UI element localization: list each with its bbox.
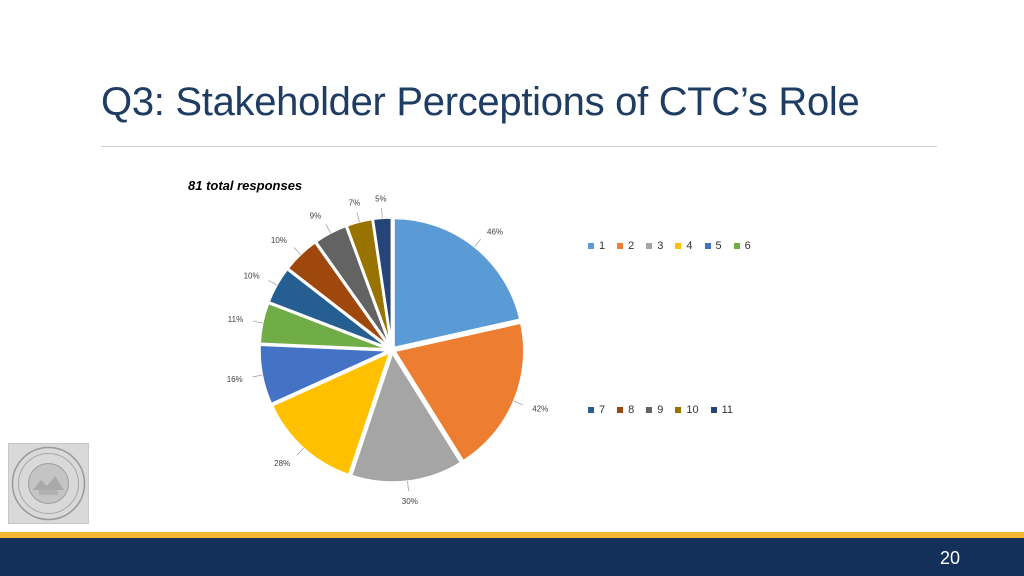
legend-item-1: 1 — [588, 240, 605, 252]
legend-item-10: 10 — [675, 404, 699, 416]
accent-band — [0, 532, 1024, 538]
leader-line-5 — [252, 374, 263, 378]
legend-item-11: 11 — [710, 404, 734, 416]
legend-label-7: 7 — [599, 404, 606, 416]
legend-label-3: 3 — [657, 240, 664, 252]
leader-line-11 — [381, 208, 383, 219]
data-label-5: 16% — [227, 375, 243, 384]
leader-line-1 — [474, 238, 482, 248]
legend-swatch-11 — [710, 407, 717, 413]
legend-label-4: 4 — [686, 240, 693, 252]
legend-swatch-9 — [646, 407, 653, 413]
leader-line-9 — [325, 224, 331, 234]
legend-swatch-1 — [588, 243, 594, 249]
leader-line-8 — [293, 247, 302, 255]
legend-swatch-10 — [675, 407, 682, 413]
data-label-3: 30% — [402, 497, 418, 506]
legend-item-3: 3 — [646, 240, 663, 252]
leader-line-10 — [356, 212, 360, 223]
pie-chart: 46% 42% 30% 28% 16% 11% 10% 10% 9% 7% 5% — [227, 194, 548, 506]
title-divider — [101, 146, 937, 147]
leader-line-7 — [268, 279, 278, 286]
legend-swatch-2 — [617, 243, 624, 249]
legend-label-5: 5 — [715, 240, 722, 252]
data-label-2: 42% — [532, 405, 548, 414]
legend-item-7: 7 — [588, 404, 605, 416]
legend-swatch-3 — [646, 243, 653, 249]
legend-swatch-4 — [675, 243, 682, 249]
legend-swatch-5 — [704, 243, 711, 249]
data-label-4: 28% — [274, 459, 290, 468]
legend-swatch-8 — [617, 407, 624, 413]
legend-item-8: 8 — [617, 404, 634, 416]
legend-label-9: 9 — [657, 404, 664, 416]
legend-label-6: 6 — [744, 240, 751, 252]
leader-line-4 — [296, 447, 304, 456]
leader-line-6 — [252, 320, 263, 324]
legend-swatch-7 — [588, 407, 594, 413]
data-label-6: 11% — [228, 315, 243, 324]
commission-seal — [8, 443, 89, 524]
legend-label-10: 10 — [686, 404, 699, 416]
data-label-1: 46% — [487, 227, 503, 236]
legend-label-11: 11 — [721, 404, 734, 416]
legend-item-4: 4 — [675, 240, 693, 252]
slide-title: Q3: Stakeholder Perceptions of CTC’s Rol… — [101, 80, 860, 124]
leader-line-3 — [407, 481, 410, 492]
legend-row-bottom: 7 8 9 10 11 — [588, 404, 745, 416]
page-number: 20 — [939, 548, 960, 568]
legend-label-1: 1 — [599, 240, 606, 252]
legend-swatch-6 — [733, 243, 740, 249]
legend-item-5: 5 — [704, 240, 722, 252]
legend-label-8: 8 — [628, 404, 635, 416]
data-label-10: 7% — [349, 199, 361, 208]
legend-row-top: 1 2 3 4 5 6 — [588, 240, 763, 252]
chart-title: 81 total responses — [188, 178, 303, 193]
data-label-7: 10% — [244, 271, 260, 280]
data-label-8: 10% — [271, 236, 287, 245]
footer-bar: 20 — [0, 538, 1024, 576]
data-label-9: 9% — [310, 211, 322, 220]
legend-item-2: 2 — [617, 240, 634, 252]
data-label-11: 5% — [375, 194, 387, 203]
legend-item-6: 6 — [733, 240, 751, 252]
legend-label-2: 2 — [628, 240, 635, 252]
leader-line-2 — [513, 400, 524, 406]
legend-item-9: 9 — [646, 404, 663, 416]
